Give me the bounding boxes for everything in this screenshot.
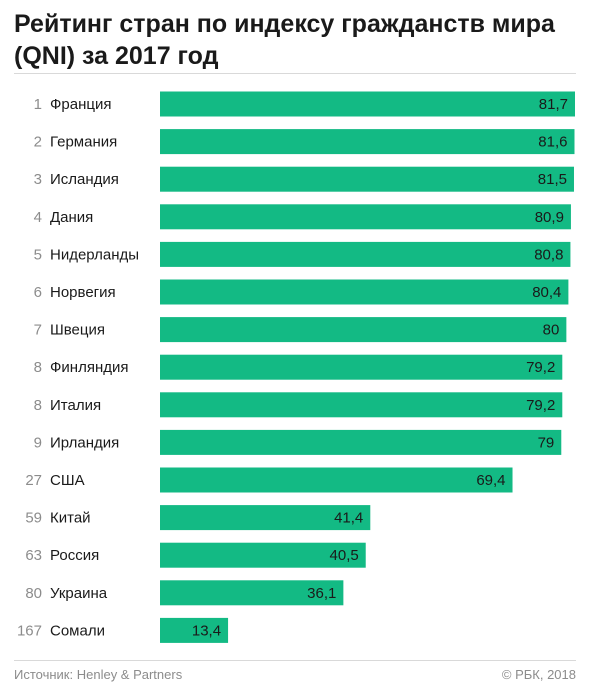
bar: [160, 505, 371, 531]
value-label: 81,6: [538, 134, 567, 151]
title-divider: [14, 73, 576, 74]
value-label: 80,8: [534, 246, 563, 263]
country-label: Дания: [50, 209, 93, 226]
rank-label: 9: [34, 434, 42, 451]
bar-chart: 1 Франция 81,7 2 Германия 81,6 3 Исландия 81,5 4 Д…: [17, 91, 575, 643]
country-label: Норвегия: [50, 284, 116, 301]
footer-divider: [14, 660, 576, 661]
bar: [160, 429, 562, 455]
rank-label: 167: [17, 622, 42, 639]
rank-label: 8: [34, 397, 42, 414]
value-label: 80,9: [535, 209, 564, 226]
country-label: США: [50, 472, 85, 489]
rank-label: 27: [25, 472, 42, 489]
rank-label: 63: [25, 547, 42, 564]
rank-label: 80: [25, 585, 42, 602]
country-label: Финляндия: [50, 359, 128, 376]
value-label: 79,2: [526, 359, 555, 376]
bar: [160, 279, 569, 305]
country-label: Китай: [50, 510, 91, 527]
value-label: 69,4: [476, 472, 505, 489]
bar: [160, 354, 563, 380]
value-label: 81,7: [539, 96, 568, 113]
rank-label: 8: [34, 359, 42, 376]
bar: [160, 91, 575, 117]
bar: [160, 580, 344, 606]
country-label: Германия: [50, 134, 117, 151]
value-label: 79,2: [526, 397, 555, 414]
value-label: 81,5: [538, 171, 567, 188]
bar: [160, 467, 513, 493]
bar: [160, 204, 571, 230]
country-label: Сомали: [50, 622, 105, 639]
value-label: 40,5: [330, 547, 359, 564]
country-label: Россия: [50, 547, 99, 564]
country-label: Швеция: [50, 322, 105, 339]
value-label: 13,4: [192, 622, 221, 639]
bar: [160, 129, 575, 155]
bar: [160, 241, 571, 267]
chart-title: Рейтинг стран по индексу гражданств мира…: [14, 10, 555, 70]
rank-label: 59: [25, 510, 42, 527]
bar: [160, 392, 563, 418]
value-label: 79: [538, 434, 555, 451]
bar: [160, 542, 366, 568]
country-label: Исландия: [50, 171, 119, 188]
value-label: 80: [543, 322, 560, 339]
copyright-note: © РБК, 2018: [501, 667, 576, 682]
rank-label: 7: [34, 322, 42, 339]
value-label: 36,1: [307, 585, 336, 602]
country-label: Франция: [50, 96, 111, 113]
value-label: 41,4: [334, 510, 363, 527]
rank-label: 1: [34, 96, 42, 113]
rank-label: 4: [34, 209, 42, 226]
country-label: Италия: [50, 397, 101, 414]
country-label: Ирландия: [50, 434, 119, 451]
value-label: 80,4: [532, 284, 561, 301]
source-note: Источник: Henley & Partners: [14, 667, 183, 682]
country-label: Украина: [50, 585, 108, 602]
country-label: Нидерланды: [50, 246, 139, 263]
bar: [160, 617, 229, 643]
bar: [160, 317, 567, 343]
rank-label: 5: [34, 246, 42, 263]
rank-label: 6: [34, 284, 42, 301]
rank-label: 2: [34, 134, 42, 151]
rank-label: 3: [34, 171, 42, 188]
bar: [160, 166, 574, 192]
